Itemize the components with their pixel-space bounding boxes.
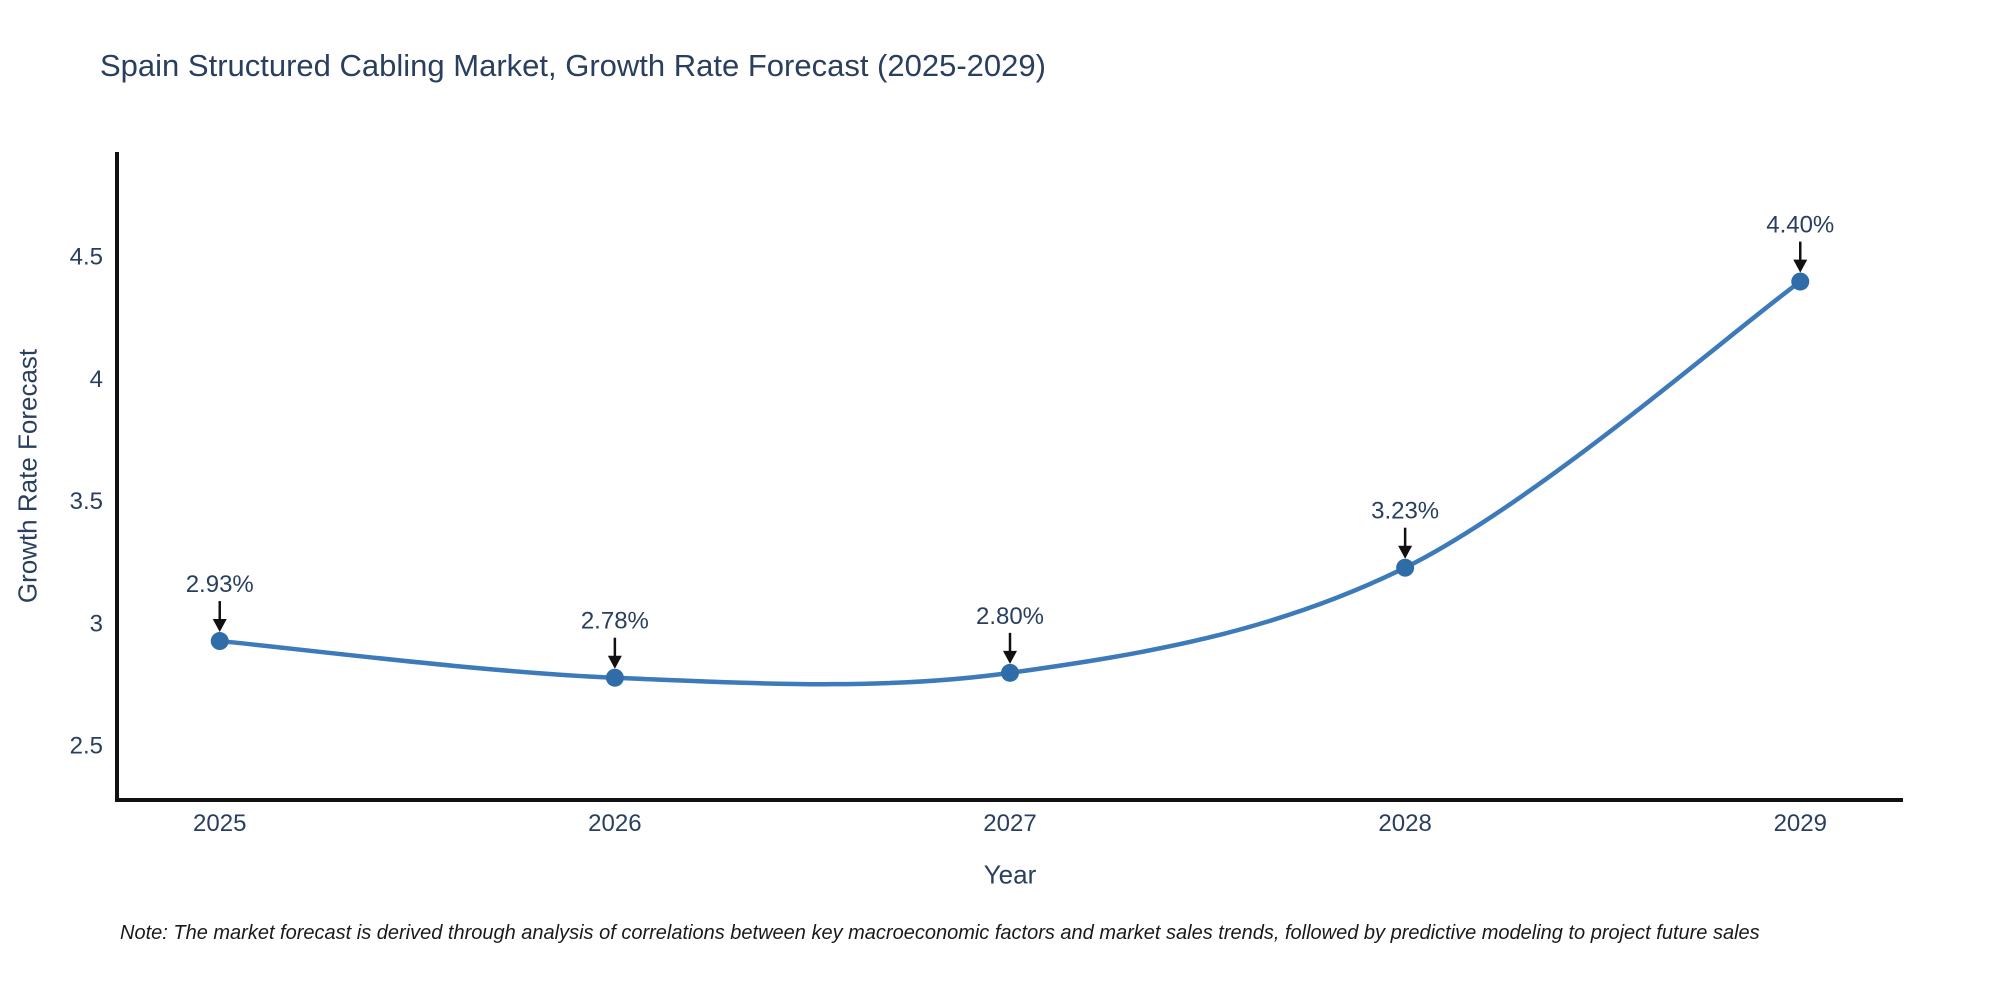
x-tick-label: 2026 <box>588 810 641 837</box>
y-tick-label: 2.5 <box>70 733 103 760</box>
x-axis-title: Year <box>983 859 1037 890</box>
x-tick-label: 2029 <box>1774 810 1827 837</box>
point-value-label: 4.40% <box>1766 212 1834 239</box>
y-tick-label: 4.5 <box>70 244 103 271</box>
y-tick-label: 4 <box>90 366 103 393</box>
point-value-label: 2.78% <box>581 608 649 635</box>
growth-rate-line <box>217 279 1803 687</box>
chart-title: Spain Structured Cabling Market, Growth … <box>100 48 1046 83</box>
annotation-arrowhead <box>212 619 227 633</box>
data-point[interactable] <box>1396 558 1415 577</box>
data-point[interactable] <box>605 668 624 687</box>
annotation-arrowhead <box>1398 545 1413 559</box>
footnote: Note: The market forecast is derived thr… <box>120 922 1760 944</box>
data-point[interactable] <box>1791 272 1810 291</box>
point-value-label: 3.23% <box>1371 498 1439 525</box>
annotation-arrowhead <box>607 655 622 669</box>
x-tick-label: 2028 <box>1378 810 1431 837</box>
y-tick-label: 3 <box>90 610 103 637</box>
x-tick-label: 2025 <box>193 810 246 837</box>
x-tick-label: 2027 <box>983 810 1036 837</box>
point-value-label: 2.93% <box>186 571 254 598</box>
annotation-arrowhead <box>1793 259 1808 273</box>
data-point[interactable] <box>210 632 229 651</box>
annotation-arrowhead <box>1003 650 1017 664</box>
point-value-label: 2.80% <box>976 603 1044 630</box>
data-point[interactable] <box>1001 663 1019 682</box>
y-tick-label: 3.5 <box>70 488 103 515</box>
